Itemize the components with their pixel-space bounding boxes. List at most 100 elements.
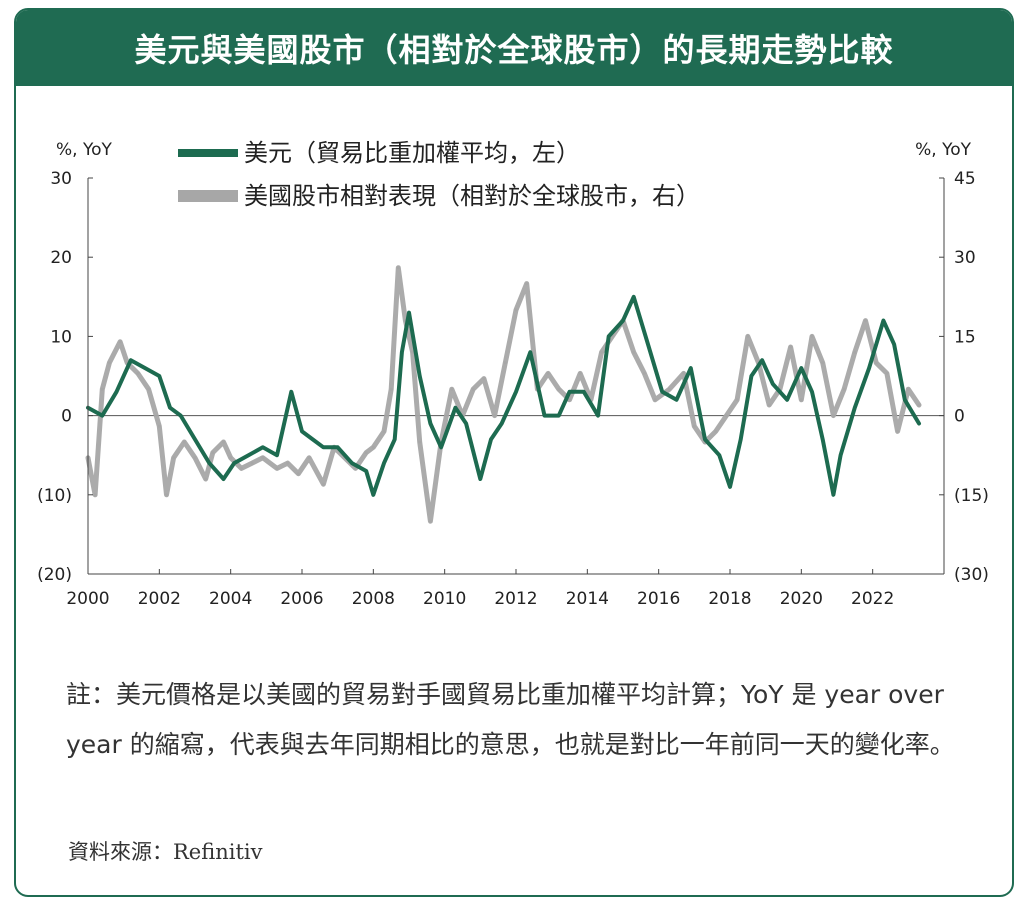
equity-data-point bbox=[493, 414, 497, 418]
right-tick-label: 15 bbox=[954, 327, 976, 347]
dollar-data-point bbox=[261, 445, 265, 449]
left-tick-label: (20) bbox=[37, 565, 72, 585]
equity-data-point bbox=[642, 371, 646, 375]
equity-data-point bbox=[546, 371, 550, 375]
equity-data-point bbox=[371, 445, 375, 449]
right-tick-label: 45 bbox=[954, 169, 976, 189]
equity-data-point bbox=[182, 440, 186, 444]
equity-data-point bbox=[100, 387, 104, 391]
dollar-series-line bbox=[86, 294, 921, 497]
chart-card: 美元與美國股市（相對於全球股市）的長期走勢比較 (20) (10) 0 10 20 30(… bbox=[14, 8, 1014, 897]
equity-data-point bbox=[667, 387, 671, 391]
data-source: 資料來源：Refinitiv bbox=[68, 840, 263, 864]
dollar-data-point bbox=[168, 406, 172, 410]
dollar-data-point bbox=[371, 493, 375, 497]
equity-data-point bbox=[692, 424, 696, 428]
equity-data-point bbox=[222, 440, 225, 444]
equity-data-point bbox=[632, 350, 636, 354]
dollar-data-point bbox=[739, 437, 743, 441]
dollar-data-point bbox=[892, 342, 896, 346]
x-tick-label: 2012 bbox=[494, 589, 537, 609]
legend-label-equity: 美國股市相對表現（相對於全球股市，右） bbox=[244, 182, 700, 210]
right-tick-label: (15) bbox=[954, 486, 989, 506]
x-tick-label: 2010 bbox=[423, 589, 466, 609]
equity-data-point bbox=[239, 466, 243, 470]
dollar-data-point bbox=[222, 477, 225, 481]
dollar-data-point bbox=[418, 374, 422, 378]
equity-data-point bbox=[321, 482, 325, 486]
dollar-data-point bbox=[321, 445, 325, 449]
dollar-data-point bbox=[728, 485, 732, 489]
equity-data-point bbox=[568, 398, 571, 402]
equity-data-point bbox=[396, 266, 400, 270]
equity-data-point bbox=[364, 451, 368, 455]
dollar-data-point bbox=[100, 414, 104, 418]
equity-data-point bbox=[136, 371, 140, 375]
equity-data-point bbox=[204, 477, 208, 481]
dollar-data-point bbox=[489, 437, 493, 441]
equity-data-point bbox=[600, 350, 604, 354]
equity-data-point bbox=[525, 282, 529, 286]
dollar-data-point bbox=[867, 366, 871, 370]
dollar-data-point bbox=[853, 406, 857, 410]
dollar-data-point bbox=[660, 390, 664, 394]
equity-data-point bbox=[864, 319, 867, 323]
x-tick-label: 2004 bbox=[209, 589, 252, 609]
dollar-data-point bbox=[247, 453, 250, 457]
dollar-data-point bbox=[607, 334, 611, 338]
dollar-data-point bbox=[557, 414, 561, 418]
equity-data-point bbox=[147, 387, 151, 391]
x-tick-label: 2020 bbox=[780, 589, 823, 609]
dollar-data-point bbox=[749, 374, 753, 378]
x-tick-label: 2008 bbox=[352, 589, 395, 609]
dollar-data-point bbox=[311, 437, 315, 441]
x-tick-label: 2002 bbox=[138, 589, 181, 609]
right-tick-label: (30) bbox=[954, 565, 989, 585]
x-tick-label: 2018 bbox=[708, 589, 751, 609]
dollar-data-point bbox=[453, 406, 457, 410]
x-tick-label: 2000 bbox=[66, 589, 109, 609]
dollar-data-point bbox=[717, 453, 721, 457]
right-axis-unit: %, YoY bbox=[915, 140, 971, 160]
dollar-data-point bbox=[382, 461, 386, 465]
dollar-data-point bbox=[400, 350, 404, 354]
dollar-data-point bbox=[300, 429, 304, 433]
equity-data-point bbox=[831, 414, 835, 418]
dollar-data-point bbox=[129, 358, 133, 362]
equity-data-point bbox=[682, 371, 686, 375]
equity-data-point bbox=[261, 456, 265, 460]
dollar-data-point bbox=[621, 319, 625, 323]
dollar-data-point bbox=[514, 390, 518, 394]
equity-data-point bbox=[874, 361, 878, 365]
equity-data-point bbox=[810, 334, 814, 338]
dollar-data-point bbox=[464, 422, 468, 425]
equity-data-point bbox=[411, 350, 415, 354]
equity-data-point bbox=[172, 456, 176, 460]
equity-data-point bbox=[471, 387, 475, 391]
dollar-data-point bbox=[179, 414, 183, 418]
chart-title: 美元與美國股市（相對於全球股市）的長期走勢比較 bbox=[16, 10, 1012, 86]
dollar-data-point bbox=[568, 390, 571, 394]
dollar-data-point bbox=[821, 437, 825, 441]
equity-data-point bbox=[503, 361, 507, 365]
equity-data-point bbox=[578, 371, 582, 375]
dollar-data-point bbox=[810, 390, 814, 394]
left-tick-label: 20 bbox=[50, 248, 72, 268]
dollar-data-point bbox=[157, 374, 161, 378]
dollar-data-point bbox=[115, 390, 118, 394]
equity-data-point bbox=[767, 403, 771, 407]
dollar-data-point bbox=[350, 461, 354, 465]
dollar-data-point bbox=[428, 422, 432, 425]
right-tick-label: 30 bbox=[954, 248, 976, 268]
equity-data-point bbox=[789, 345, 793, 349]
equity-data-point bbox=[714, 429, 718, 433]
line-chart: (20) (10) 0 10 20 30 (30) (15) 0 15 30 45 2000 2002 20… bbox=[37, 139, 989, 609]
dollar-data-point bbox=[646, 342, 650, 346]
x-tick-label: 2016 bbox=[637, 589, 680, 609]
equity-data-point bbox=[896, 429, 900, 433]
equity-data-point bbox=[211, 451, 215, 455]
equity-data-point bbox=[296, 472, 300, 476]
equity-data-point bbox=[418, 440, 422, 444]
equity-data-point bbox=[821, 361, 825, 365]
dollar-data-point bbox=[275, 453, 279, 457]
